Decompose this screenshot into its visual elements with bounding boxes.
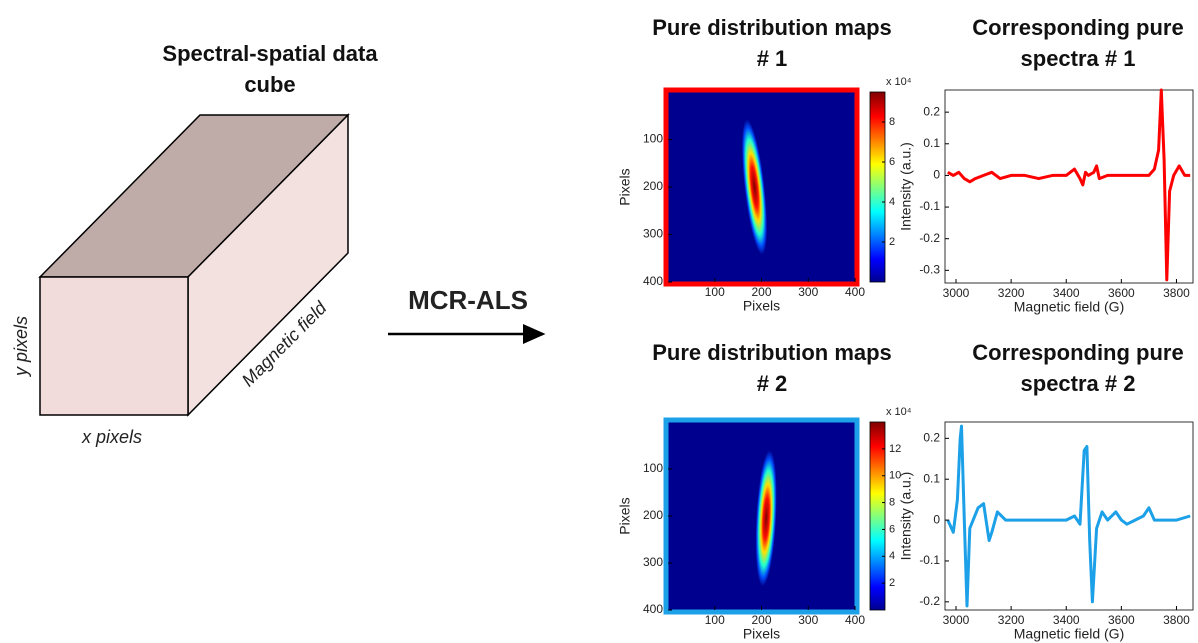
cube-title: Spectral-spatial data cube [162, 41, 378, 97]
y-tick-label: 300 [643, 227, 663, 241]
y-tick-label: -0.2 [919, 231, 940, 245]
x-tick-label: 100 [705, 613, 725, 627]
y-tick-label: 0 [933, 168, 940, 182]
y-tick-label: -0.1 [919, 553, 940, 567]
intensity-blob [755, 450, 777, 587]
y-axis-label: y pixels [11, 316, 31, 378]
chart-title: Corresponding pure spectra # 1 [972, 15, 1184, 71]
y-axis-label: Intensity (a.u.) [898, 472, 914, 561]
x-tick-label: 300 [798, 613, 818, 627]
y-tick-label: 0 [933, 512, 940, 526]
colorbar-tick-label: 6 [889, 156, 895, 168]
colorbar-tick-label: 4 [889, 196, 895, 208]
y-tick-label: -0.1 [919, 199, 940, 213]
x-tick-label: 3600 [1108, 286, 1135, 300]
x-axis-label: x pixels [81, 427, 142, 447]
y-tick-label: 100 [643, 461, 663, 475]
y-tick-label: -0.2 [919, 594, 940, 608]
x-tick-label: 3000 [943, 613, 970, 627]
x-tick-label: 3800 [1163, 286, 1190, 300]
spectrum-line [946, 424, 1191, 608]
x-tick-label: 3600 [1108, 613, 1135, 627]
x-tick-label: 200 [751, 613, 771, 627]
y-tick-label: 100 [643, 132, 663, 146]
cube-front [39, 276, 189, 416]
colorbar-label: x 10⁴ [886, 76, 912, 88]
y-tick-label: 200 [643, 508, 663, 522]
x-axis-label: Pixels [743, 298, 780, 314]
x-tick-label: 3000 [943, 286, 970, 300]
x-tick-label: 3400 [1053, 286, 1080, 300]
y-tick-label: 200 [643, 179, 663, 193]
x-tick-label: 3200 [998, 613, 1025, 627]
x-tick-label: 400 [845, 285, 865, 299]
x-axis-label: Pixels [743, 626, 780, 642]
y-tick-label: 400 [643, 602, 663, 616]
colorbar-tick-label: 8 [889, 116, 895, 128]
x-tick-label: 100 [705, 285, 725, 299]
x-tick-label: 200 [751, 285, 771, 299]
chart-title: Pure distribution maps # 2 [652, 340, 892, 396]
chart-title: Pure distribution maps # 1 [652, 15, 892, 71]
chart-title: Corresponding pure spectra # 2 [972, 340, 1184, 396]
map-border [663, 87, 860, 287]
colorbar-tick-label: 12 [889, 443, 901, 455]
colorbar-tick-label: 2 [889, 577, 895, 589]
colorbar-tick-label: 10 [889, 470, 901, 482]
y-axis-label: Intensity (a.u.) [898, 142, 914, 231]
x-axis-label: Magnetic field (G) [1014, 626, 1124, 642]
colorbar-label: x 10⁴ [886, 406, 912, 418]
map-border [663, 417, 860, 615]
method-label: MCR-ALS [408, 285, 528, 315]
x-tick-label: 300 [798, 285, 818, 299]
colorbar [869, 421, 886, 611]
y-axis-label: Pixels [617, 497, 633, 534]
colorbar-tick-label: 8 [889, 496, 895, 508]
plot-area [944, 421, 1194, 611]
x-tick-label: 3200 [998, 286, 1025, 300]
colorbar-tick-label: 2 [889, 236, 895, 248]
y-tick-label: -0.3 [919, 263, 940, 277]
x-tick-label: 3400 [1053, 613, 1080, 627]
x-tick-label: 400 [845, 613, 865, 627]
spectrum-line [947, 88, 1191, 282]
colorbar-tick-label: 4 [889, 550, 895, 562]
y-tick-label: 0.2 [923, 431, 940, 445]
y-tick-label: 0.1 [923, 136, 940, 150]
intensity-blob [741, 119, 768, 255]
plot-area [944, 89, 1194, 284]
y-tick-label: 400 [643, 274, 663, 288]
x-axis-label: Magnetic field (G) [1014, 299, 1124, 315]
y-axis-label: Pixels [617, 168, 633, 205]
colorbar-tick-label: 6 [889, 523, 895, 535]
x-tick-label: 3800 [1163, 613, 1190, 627]
colorbar [869, 91, 886, 283]
y-tick-label: 0.1 [923, 471, 940, 485]
y-tick-label: 0.2 [923, 104, 940, 118]
y-tick-label: 300 [643, 555, 663, 569]
